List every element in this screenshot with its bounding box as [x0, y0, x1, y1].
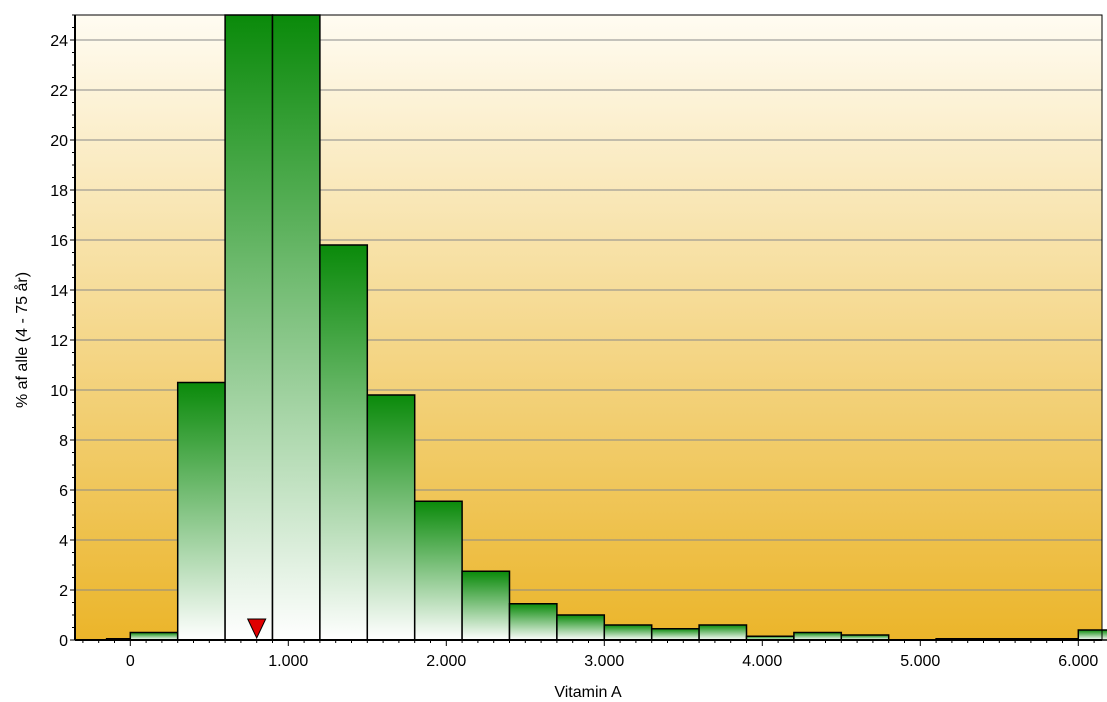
x-tick-label: 2.000 — [426, 653, 466, 670]
histogram-bar — [129, 631, 179, 641]
histogram-bar — [271, 14, 321, 641]
x-tick-label: 5.000 — [900, 653, 940, 670]
x-axis-title: Vitamin A — [554, 684, 622, 701]
y-tick-label: 12 — [50, 333, 68, 350]
y-tick-label: 20 — [50, 133, 68, 150]
y-tick-label: 2 — [59, 583, 68, 600]
histogram-bar — [698, 624, 748, 641]
histogram-bar — [603, 624, 653, 641]
y-tick-label: 24 — [50, 33, 68, 50]
y-tick-label: 16 — [50, 233, 68, 250]
histogram-bar — [224, 14, 274, 641]
x-tick-label: 6.000 — [1058, 653, 1098, 670]
y-tick-label: 0 — [59, 633, 68, 650]
x-tick-label: 1.000 — [268, 653, 308, 670]
y-tick-label: 6 — [59, 483, 68, 500]
histogram-bar — [1077, 629, 1107, 641]
y-tick-label: 18 — [50, 183, 68, 200]
histogram-bar — [556, 614, 606, 641]
x-tick-label: 3.000 — [584, 653, 624, 670]
x-tick-label: 0 — [126, 653, 135, 670]
bars — [105, 14, 1107, 641]
histogram-bar — [319, 244, 369, 641]
y-tick-label: 22 — [50, 83, 68, 100]
histogram-bar — [366, 394, 416, 641]
y-tick-label: 14 — [50, 283, 68, 300]
median-marker — [246, 618, 267, 640]
marker-layer — [246, 618, 267, 640]
histogram-bar — [508, 603, 558, 641]
histogram-bar — [650, 628, 700, 641]
histogram-bar — [176, 381, 226, 641]
y-tick-label: 8 — [59, 433, 68, 450]
y-tick-label: 4 — [59, 533, 68, 550]
histogram-bar — [413, 500, 463, 641]
x-tick-label: 4.000 — [742, 653, 782, 670]
y-tick-label: 10 — [50, 383, 68, 400]
histogram-bar — [461, 570, 511, 641]
y-axis-title: % af alle (4 - 75 år) — [13, 272, 31, 408]
histogram-bar — [793, 631, 843, 641]
